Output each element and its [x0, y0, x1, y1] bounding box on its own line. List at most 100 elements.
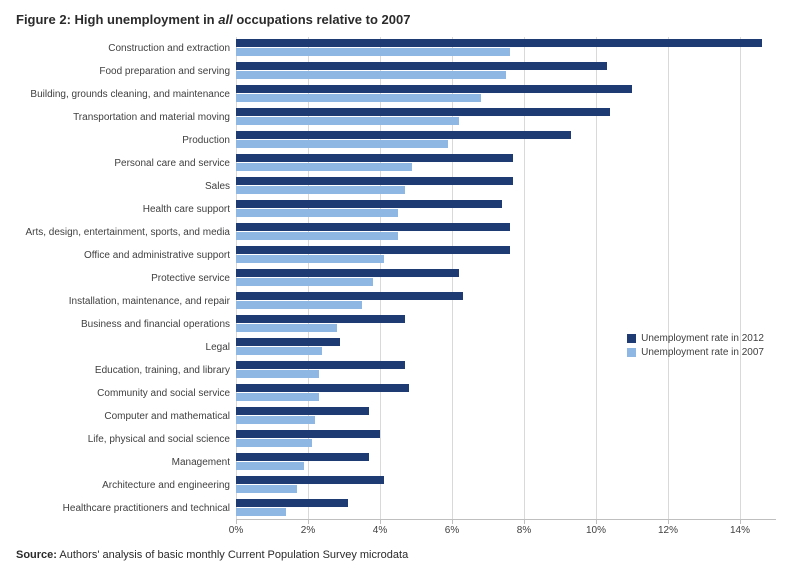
- bar-v2012: [236, 384, 409, 392]
- bar-v2007: [236, 117, 459, 125]
- bar-v2012: [236, 246, 510, 254]
- bar-v2007: [236, 232, 398, 240]
- plot-area: 0%2%4%6%8%10%12%14%Construction and extr…: [236, 37, 776, 520]
- legend: Unemployment rate in 2012 Unemployment ra…: [627, 333, 764, 361]
- x-tick-label: 2%: [301, 525, 315, 536]
- category-label: Arts, design, entertainment, sports, and…: [16, 221, 230, 244]
- bar-v2007: [236, 508, 286, 516]
- category-label: Production: [16, 129, 230, 152]
- bar-v2007: [236, 48, 510, 56]
- category-row: Food preparation and serving: [236, 60, 776, 83]
- x-tick-label: 4%: [373, 525, 387, 536]
- category-label: Building, grounds cleaning, and maintena…: [16, 83, 230, 106]
- category-row: Management: [236, 451, 776, 474]
- category-row: Transportation and material moving: [236, 106, 776, 129]
- bar-v2012: [236, 108, 610, 116]
- bar-v2007: [236, 324, 337, 332]
- category-label: Management: [16, 451, 230, 474]
- category-row: Arts, design, entertainment, sports, and…: [236, 221, 776, 244]
- bar-v2012: [236, 407, 369, 415]
- bar-v2012: [236, 361, 405, 369]
- bar-v2007: [236, 301, 362, 309]
- bar-v2012: [236, 315, 405, 323]
- bar-v2012: [236, 499, 348, 507]
- chart-area: 0% 2% 4% 6% 8% 10% 12% 14% Construction and extr…: [16, 33, 786, 543]
- bar-v2012: [236, 200, 502, 208]
- x-tick-label: 14%: [730, 525, 750, 536]
- bar-v2007: [236, 186, 405, 194]
- category-label: Construction and extraction: [16, 37, 230, 60]
- category-label: Sales: [16, 175, 230, 198]
- category-row: Construction and extraction: [236, 37, 776, 60]
- category-label: Legal: [16, 336, 230, 359]
- bar-v2012: [236, 453, 369, 461]
- category-row: Protective service: [236, 267, 776, 290]
- bar-v2012: [236, 177, 513, 185]
- category-row: Computer and mathematical: [236, 405, 776, 428]
- bar-v2007: [236, 209, 398, 217]
- bar-v2007: [236, 163, 412, 171]
- category-row: Education, training, and library: [236, 359, 776, 382]
- legend-label: Unemployment rate in 2007: [641, 347, 764, 358]
- category-label: Transportation and material moving: [16, 106, 230, 129]
- bar-v2007: [236, 416, 315, 424]
- bar-v2007: [236, 347, 322, 355]
- category-label: Architecture and engineering: [16, 474, 230, 497]
- bar-v2012: [236, 430, 380, 438]
- bar-v2012: [236, 39, 762, 47]
- bar-v2007: [236, 439, 312, 447]
- source-line: Source: Authors' analysis of basic month…: [16, 549, 785, 561]
- category-row: Healthcare practitioners and technical: [236, 497, 776, 520]
- category-row: Sales: [236, 175, 776, 198]
- bar-v2012: [236, 62, 607, 70]
- category-label: Installation, maintenance, and repair: [16, 290, 230, 313]
- bar-v2012: [236, 85, 632, 93]
- bar-v2007: [236, 255, 384, 263]
- x-tick-label: 10%: [586, 525, 606, 536]
- bar-v2007: [236, 71, 506, 79]
- category-label: Food preparation and serving: [16, 60, 230, 83]
- category-row: Production: [236, 129, 776, 152]
- bar-v2012: [236, 338, 340, 346]
- legend-item: Unemployment rate in 2007: [627, 347, 764, 358]
- category-label: Healthcare practitioners and technical: [16, 497, 230, 520]
- bar-v2012: [236, 292, 463, 300]
- category-label: Business and financial operations: [16, 313, 230, 336]
- legend-item: Unemployment rate in 2012: [627, 333, 764, 344]
- bar-v2012: [236, 154, 513, 162]
- category-row: Architecture and engineering: [236, 474, 776, 497]
- category-row: Community and social service: [236, 382, 776, 405]
- source-text: Authors' analysis of basic monthly Curre…: [57, 549, 408, 561]
- category-row: Building, grounds cleaning, and maintena…: [236, 83, 776, 106]
- bar-v2007: [236, 485, 297, 493]
- source-label: Source:: [16, 549, 57, 561]
- legend-swatch: [627, 334, 636, 343]
- bar-v2012: [236, 269, 459, 277]
- category-label: Community and social service: [16, 382, 230, 405]
- bar-v2007: [236, 278, 373, 286]
- category-label: Health care support: [16, 198, 230, 221]
- title-prefix: Figure 2: High unemployment in: [16, 12, 218, 27]
- category-row: Office and administrative support: [236, 244, 776, 267]
- bar-v2007: [236, 393, 319, 401]
- category-label: Protective service: [16, 267, 230, 290]
- x-tick-label: 8%: [517, 525, 531, 536]
- legend-label: Unemployment rate in 2012: [641, 333, 764, 344]
- bar-v2007: [236, 94, 481, 102]
- x-tick-label: 6%: [445, 525, 459, 536]
- category-row: Personal care and service: [236, 152, 776, 175]
- category-label: Computer and mathematical: [16, 405, 230, 428]
- bar-v2007: [236, 140, 448, 148]
- category-row: Life, physical and social science: [236, 428, 776, 451]
- category-row: Installation, maintenance, and repair: [236, 290, 776, 313]
- category-row: Health care support: [236, 198, 776, 221]
- category-label: Personal care and service: [16, 152, 230, 175]
- bar-v2007: [236, 462, 304, 470]
- x-tick-label: 12%: [658, 525, 678, 536]
- category-label: Education, training, and library: [16, 359, 230, 382]
- figure-title: Figure 2: High unemployment in all occup…: [16, 12, 785, 27]
- category-label: Office and administrative support: [16, 244, 230, 267]
- category-label: Life, physical and social science: [16, 428, 230, 451]
- title-em: all: [218, 12, 232, 27]
- x-tick-label: 0%: [229, 525, 243, 536]
